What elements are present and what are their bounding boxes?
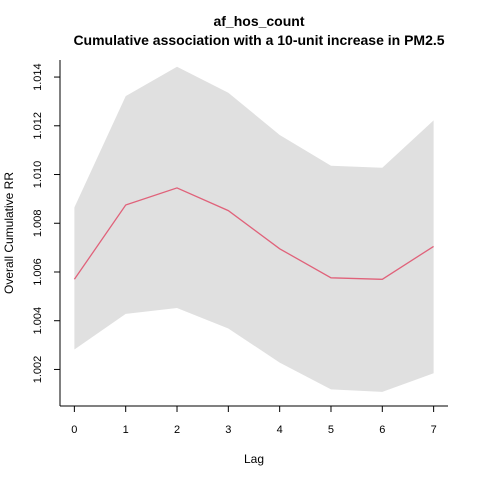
series-line [73,187,434,280]
x-ticks: 0 1 2 3 4 5 6 7 [71,406,437,436]
x-tick-label: 1 [123,424,129,436]
x-tick-label: 6 [379,424,385,436]
x-tick-label: 2 [174,424,180,436]
y-tick-label: 1.006 [32,258,44,286]
y-tick-label: 1.002 [32,356,44,384]
y-tick-label: 1.004 [32,307,44,335]
y-tick-label: 1.010 [32,161,44,189]
x-tick-label: 5 [328,424,334,436]
chart-title: af_hos_count [213,13,304,29]
plot-area [73,66,434,392]
x-tick-label: 3 [225,424,231,436]
x-axis-title: Lag [244,452,264,466]
chart-subtitle: Cumulative association with a 10-unit in… [73,32,444,48]
y-tick-label: 1.012 [32,112,44,140]
y-axis-title: Overall Cumulative RR [2,172,16,294]
x-tick-label: 4 [277,424,283,436]
x-tick-label: 0 [71,424,77,436]
y-tick-label: 1.008 [32,210,44,238]
x-tick-label: 7 [431,424,437,436]
y-tick-label: 1.014 [32,63,44,91]
y-ticks: 1.002 1.004 1.006 1.008 1.010 1.012 1.014 [32,63,60,383]
